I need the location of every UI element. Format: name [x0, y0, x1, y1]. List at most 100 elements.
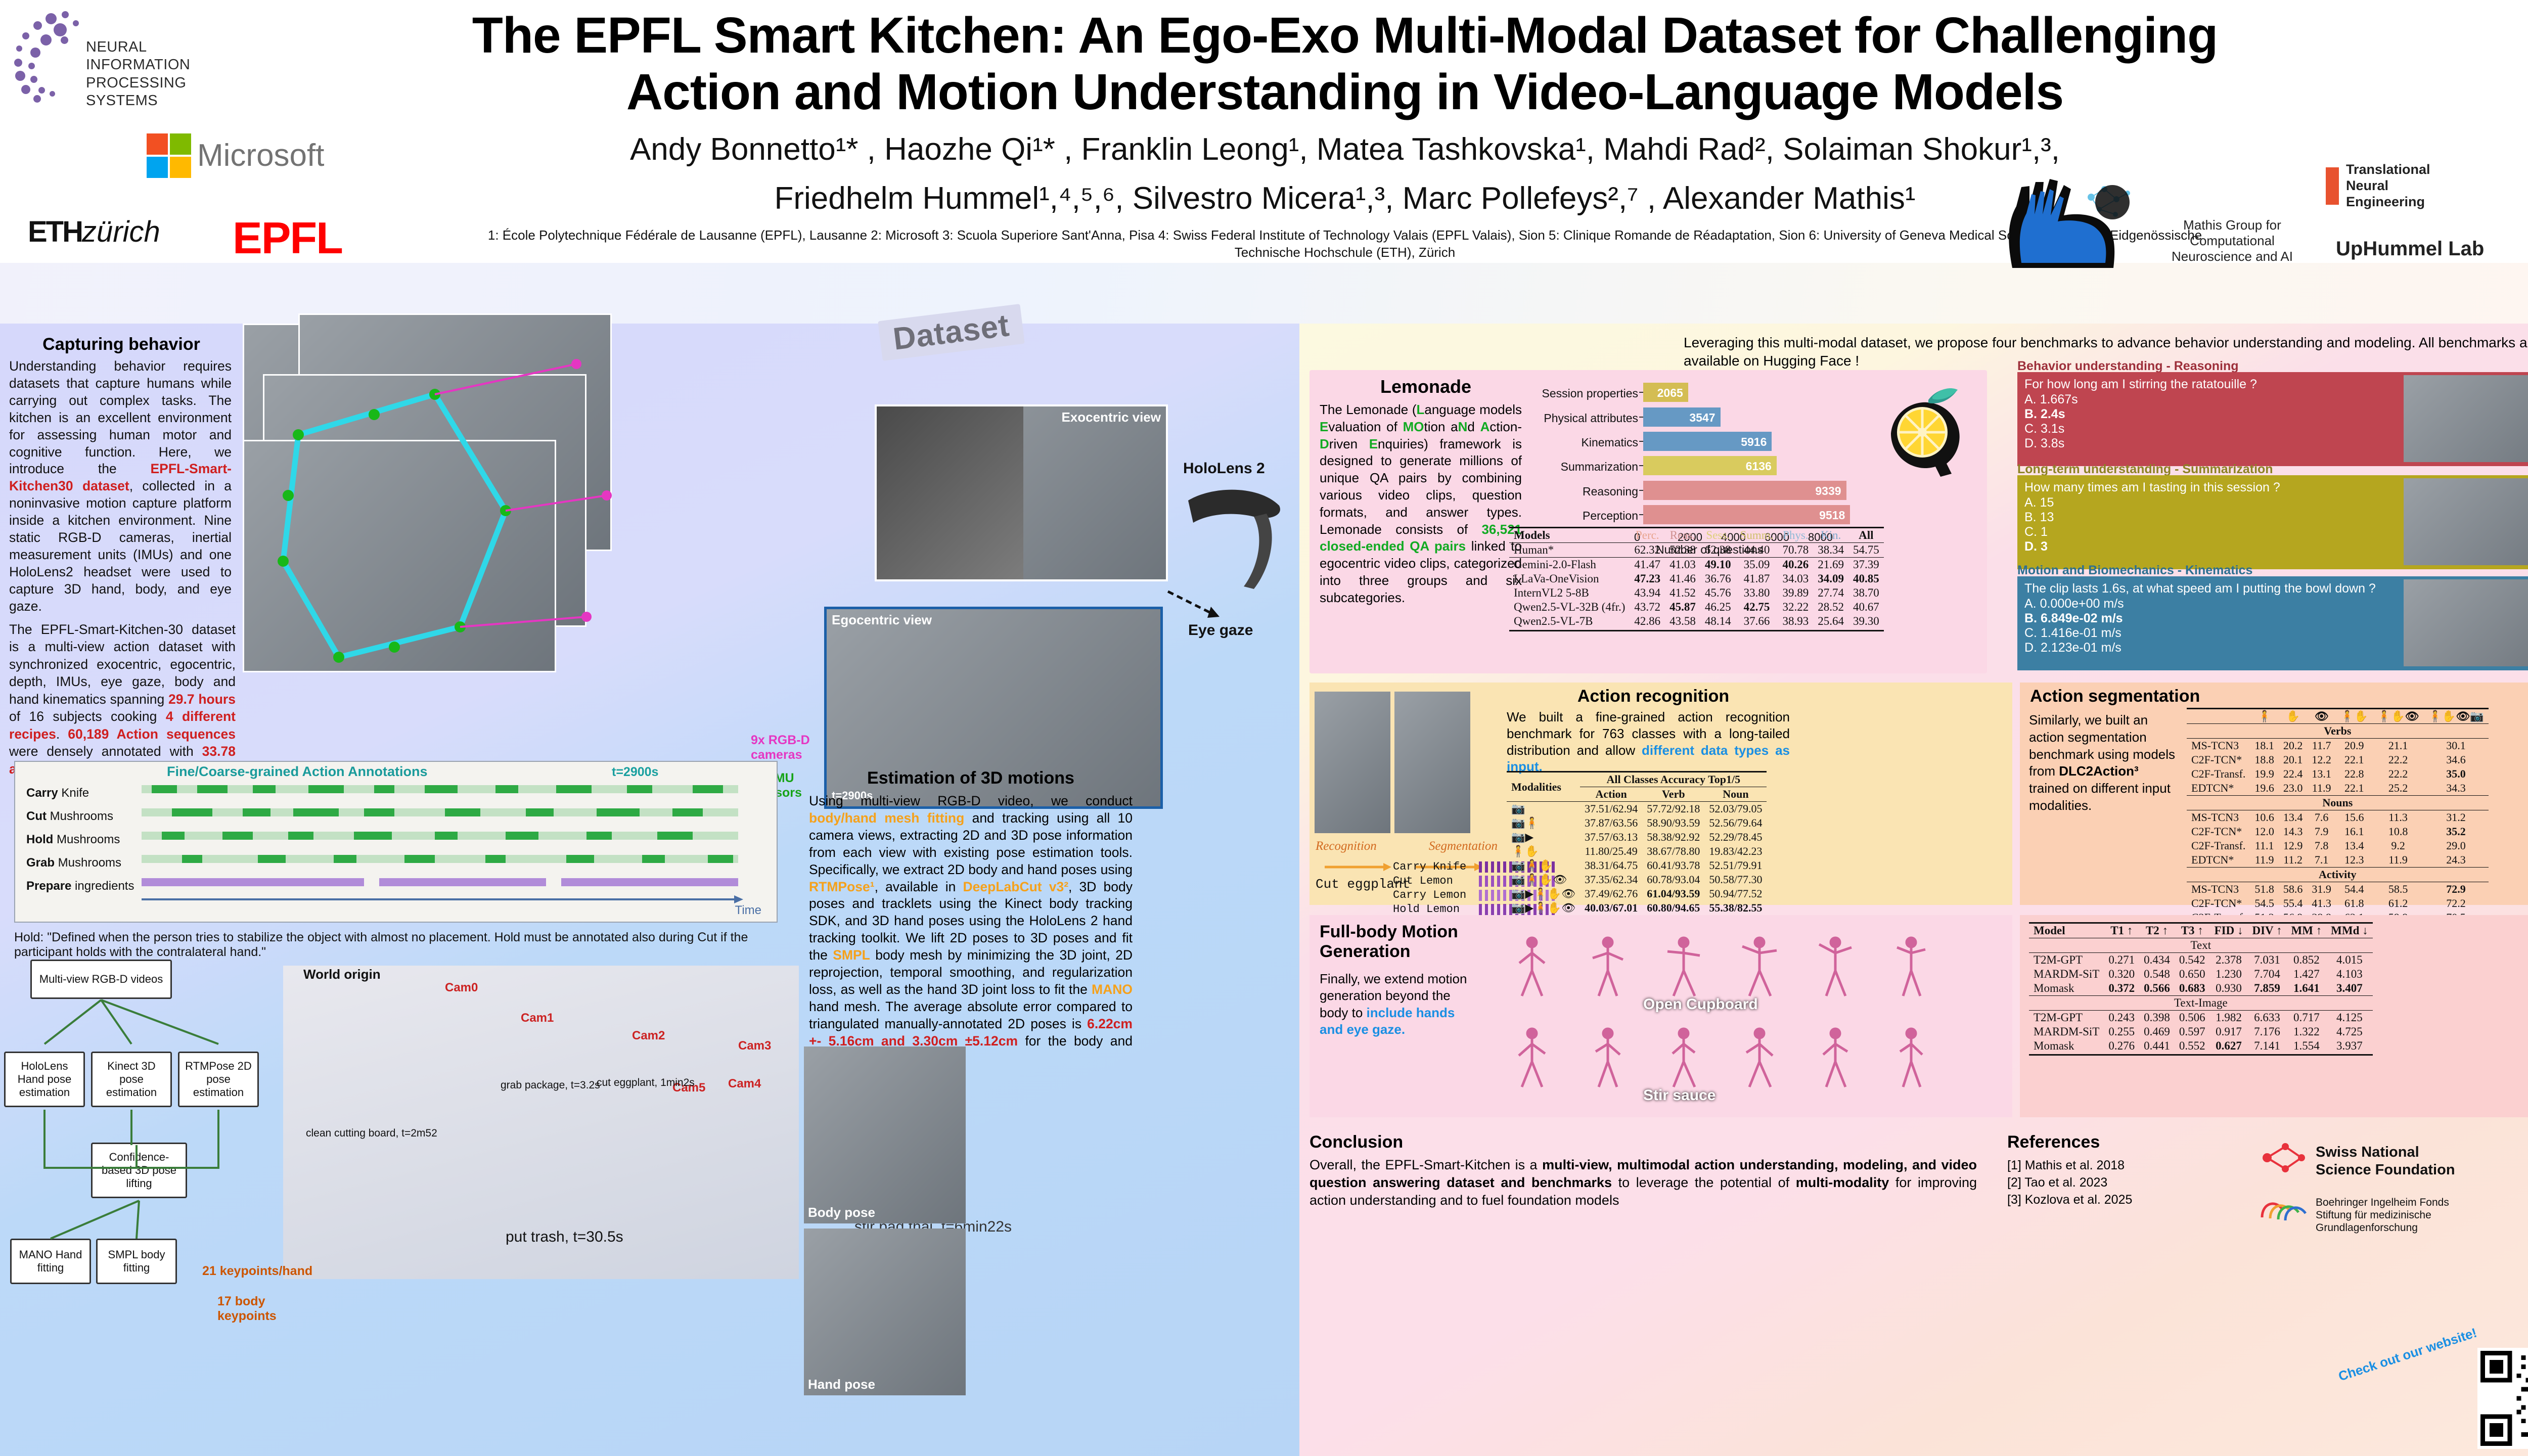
chart-category-label-0: Session properties — [1542, 387, 1639, 400]
qa-clip-thumbnail-2 — [2404, 579, 2528, 666]
qa-option-0-0[interactable]: A. 1.667s — [2024, 392, 2078, 406]
motion-generation-table: Model T1 ↑ T2 ↑ T3 ↑ FID ↓ DIV ↑ MM ↑ MMd ↓ Text… — [2029, 922, 2373, 1056]
as-cell-1-2-5: 29.0 — [2446, 839, 2466, 852]
as-cell-0-3-5: 34.3 — [2446, 782, 2466, 794]
eye-icon: 👁 — [1561, 887, 1576, 900]
lemonade-cell-4-6: 25.64 — [1818, 615, 1844, 627]
pipeline-node-kinect[interactable]: Kinect 3D pose estimation — [91, 1052, 172, 1107]
mg-cell-0-2-2: 0.683 — [2179, 982, 2205, 994]
qa-option-2-2[interactable]: C. 1.416e-01 m/s — [2024, 625, 2121, 640]
as-cell-1-1-3: 16.1 — [2344, 825, 2364, 838]
mg-model-0-2: Momask — [2034, 982, 2074, 994]
segmentation-class-2: Carry Lemon — [1393, 889, 1467, 901]
author-line-2: Friedhelm Hummel¹,⁴,⁵,⁶, Silvestro Micer… — [774, 181, 1916, 216]
qa-option-1-1[interactable]: B. 13 — [2024, 510, 2054, 524]
as-cell-2-1-2: 41.3 — [2312, 897, 2331, 909]
table-row: 📷🧍 37.87/63.56 58.90/93.59 52.56/79.64 — [1507, 816, 1767, 830]
as-section-1: Nouns — [2187, 795, 2489, 810]
pipeline-node-multiview[interactable]: Multi-view RGB-D videos — [30, 960, 172, 999]
as-cell-0-3-1: 23.0 — [2283, 782, 2303, 794]
author-line-1: Andy Bonnetto¹* , Haozhe Qi¹* , Franklin… — [629, 132, 2060, 167]
reference-item-0: [1] Mathis et al. 2018 — [2007, 1158, 2125, 1172]
body-icon: 🧍 — [2340, 710, 2355, 722]
lemonade-paragraph: The Lemonade (Language models Evaluation… — [1320, 401, 1522, 607]
cam-label-4: Cam4 — [728, 1077, 761, 1090]
qa-option-0-2[interactable]: C. 3.1s — [2024, 421, 2065, 436]
qa-option-2-1[interactable]: B. 6.849e-02 m/s — [2024, 611, 2123, 625]
qa-option-2-0[interactable]: A. 0.000e+00 m/s — [2024, 596, 2124, 611]
mg-title-2: Generation — [1320, 942, 1411, 962]
pipeline-node-lifting[interactable]: Confidence-based 3D pose lifting — [91, 1143, 187, 1198]
qa-option-2-3[interactable]: D. 2.123e-01 m/s — [2024, 640, 2121, 655]
references-section: References [1] Mathis et al. 2018 [2] Ta… — [2007, 1132, 2240, 1208]
qa-option-1-3[interactable]: D. 3 — [2024, 539, 2048, 554]
pipeline-node-smpl[interactable]: SMPL body fitting — [96, 1239, 177, 1284]
estimation-3d-paragraph: Using multi-view RGB-D video, we conduct… — [809, 793, 1133, 1067]
ar-cell-3-1: 38.67/78.80 — [1647, 845, 1700, 857]
action-segmentation-title: Action segmentation — [2030, 687, 2200, 706]
eye-icon: 👁 — [2405, 710, 2419, 722]
lemonade-human-cell-5: 70.78 — [1778, 542, 1814, 558]
website-qr-code[interactable] — [2477, 1348, 2528, 1449]
chart-bar-value-2: 5916 — [1741, 435, 1767, 448]
exocentric-view-label: Exocentric view — [1061, 410, 1161, 425]
table-row: 📷 37.51/62.94 57.72/92.18 52.03/79.05 — [1507, 801, 1767, 816]
as-model-2-1: C2F-TCN* — [2191, 897, 2242, 909]
body-icon: 🧍 — [2428, 710, 2442, 722]
as-cell-2-0-2: 31.9 — [2307, 882, 2336, 896]
camera-icon: 📷 — [1511, 831, 1525, 843]
lemonade-col-6: Kin. — [1813, 527, 1848, 543]
pipeline-node-hololens[interactable]: HoloLens Hand pose estimation — [4, 1052, 85, 1107]
qa-card-header-0: Behavior understanding - Reasoning — [2017, 359, 2239, 373]
as-cell-1-2-4: 9.2 — [2391, 839, 2405, 852]
mg-cell-0-2-3: 0.930 — [2216, 982, 2242, 994]
est-e: body mesh by minimizing the 3D joint, 2D… — [809, 947, 1133, 997]
motion-caption-stir-sauce: Stir sauce — [1643, 1087, 1716, 1104]
qa-option-1-0[interactable]: A. 15 — [2024, 495, 2054, 510]
recognition-label: Recognition — [1316, 839, 1377, 853]
as-cell-0-1-2: 12.2 — [2312, 753, 2331, 766]
microsoft-wordmark: Microsoft — [197, 138, 325, 173]
as-cell-0-2-5: 35.0 — [2446, 767, 2466, 780]
concl-hl-1: multi-view, multimodal action understand… — [1310, 1157, 1977, 1191]
mg-cell-1-1-2: 0.597 — [2179, 1025, 2205, 1038]
mg-cell-0-2-5: 1.641 — [2293, 982, 2320, 994]
as-cell-0-3-2: 11.9 — [2312, 782, 2331, 794]
ar-cell-2-0: 37.57/63.13 — [1585, 831, 1638, 843]
motion-caption-open-cupboard: Open Cupboard — [1643, 996, 1758, 1013]
snf-logo-icon — [2263, 1143, 2305, 1172]
mg-cell-1-2-3: 0.627 — [2216, 1039, 2242, 1052]
table-row: 📷▶ 37.57/63.13 58.38/92.92 52.29/78.45 — [1507, 830, 1767, 844]
hololens-device-icon — [1188, 489, 1280, 589]
capturing-behavior-title: Capturing behavior — [42, 335, 200, 354]
concl-a: Overall, the EPFL-Smart-Kitchen is a — [1310, 1157, 1543, 1172]
lemonade-cell-2-4: 33.80 — [1743, 586, 1770, 599]
as-cell-1-1-4: 10.8 — [2388, 825, 2408, 838]
as-cell-0-1-1: 20.1 — [2283, 753, 2303, 766]
as-cell-1-1-0: 12.0 — [2254, 825, 2274, 838]
qa-option-0-3[interactable]: D. 3.8s — [2024, 436, 2065, 450]
eye-gaze-label: Eye gaze — [1188, 622, 1253, 639]
ar-cell-0-0: 37.51/62.94 — [1580, 801, 1643, 816]
ar-col-modalities: Modalities — [1507, 771, 1581, 802]
keypoints-body-label: 17 body keypoints — [217, 1294, 277, 1323]
qa-option-0-1[interactable]: B. 2.4s — [2024, 406, 2065, 421]
ar-hl-input-types: different data types as input. — [1507, 742, 1790, 775]
qa-option-1-2[interactable]: C. 1 — [2024, 524, 2048, 539]
motion-generation-results-section: Model T1 ↑ T2 ↑ T3 ↑ FID ↓ DIV ↑ MM ↑ MMd ↓ Text… — [2020, 915, 2528, 1117]
cap-p2-hl-hours: 29.7 hours — [168, 691, 236, 707]
mg-section-1: Text-Image — [2029, 995, 2373, 1011]
mg-col-4: FID ↓ — [2209, 922, 2248, 938]
action-recognition-paragraph: We built a fine-grained action recogniti… — [1507, 709, 1790, 775]
lemonade-title: Lemonade — [1380, 376, 1472, 397]
as-cell-1-1-2: 7.9 — [2314, 825, 2329, 838]
pipeline-node-mano[interactable]: MANO Hand fitting — [10, 1239, 91, 1284]
pipeline-node-rtmpose[interactable]: RTMPose 2D pose estimation — [178, 1052, 259, 1107]
conclusion-paragraph: Overall, the EPFL-Smart-Kitchen is a mul… — [1310, 1156, 1977, 1209]
body-icon: 🧍 — [1511, 845, 1525, 857]
motion-generation-table-wrap: Model T1 ↑ T2 ↑ T3 ↑ FID ↓ DIV ↑ MM ↑ MMd ↓ Text… — [2029, 922, 2373, 1056]
action-recognition-photo-1 — [1315, 692, 1390, 833]
microsoft-logo: Microsoft — [142, 126, 324, 179]
table-row: InternVL2 5-8B 43.94 41.52 45.76 33.80 39.89 2… — [1509, 586, 1884, 600]
as-cell-1-1-1: 14.3 — [2283, 825, 2303, 838]
